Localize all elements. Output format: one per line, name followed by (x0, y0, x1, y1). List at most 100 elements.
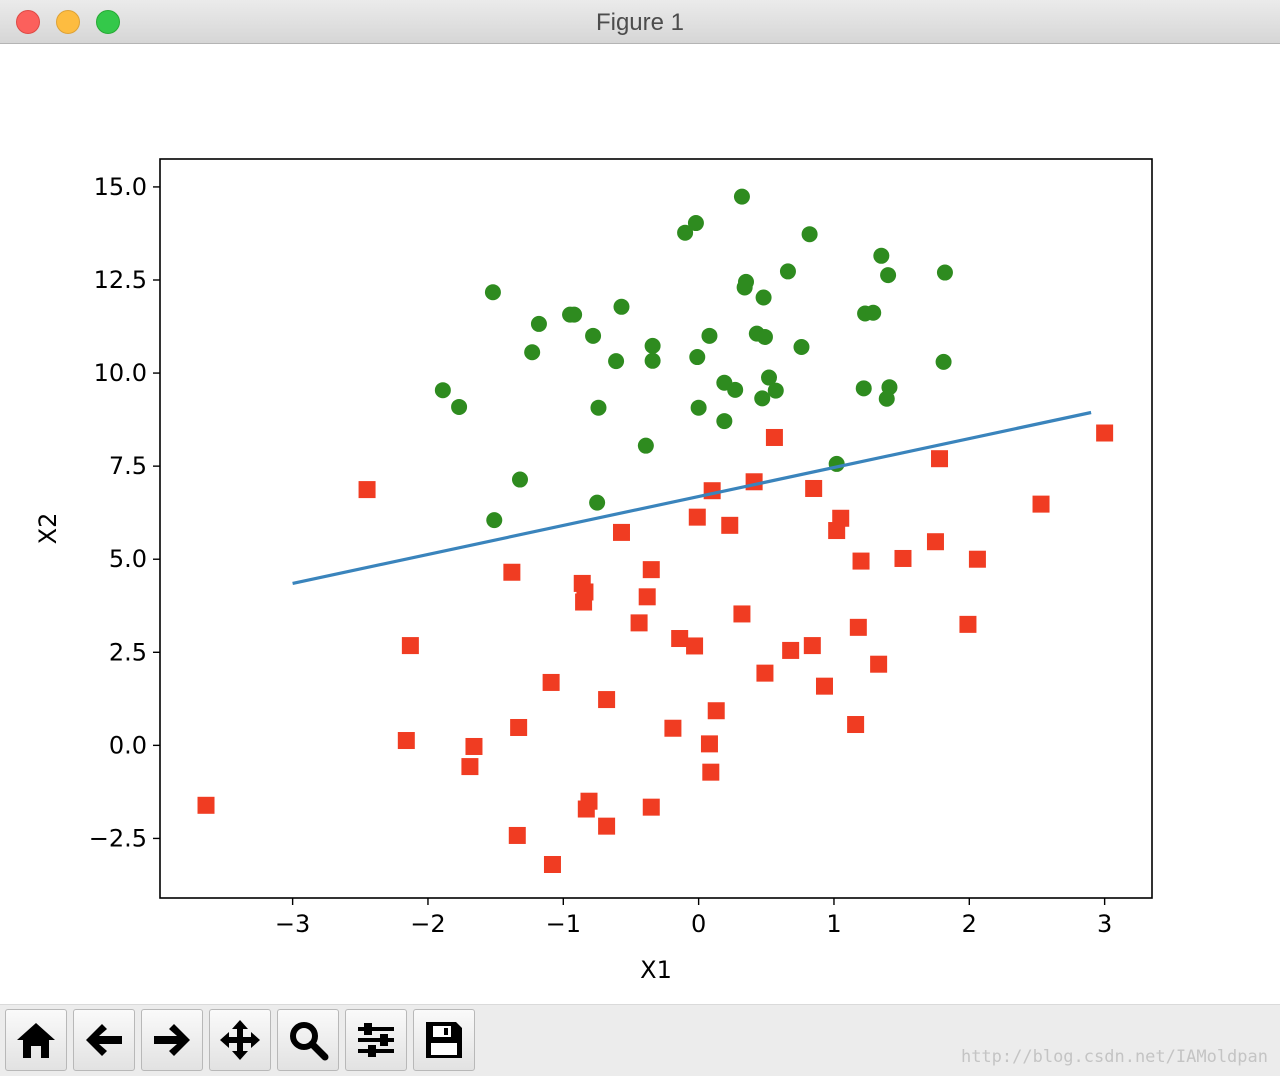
y-axis-label: X2 (34, 513, 62, 545)
red-square-point (968, 550, 986, 568)
red-square-point (465, 737, 483, 755)
red-square-point (849, 618, 867, 636)
red-square-point (782, 641, 800, 659)
pan-button[interactable] (209, 1009, 271, 1071)
forward-button[interactable] (141, 1009, 203, 1071)
red-square-point (612, 523, 630, 541)
red-square-point (598, 691, 616, 709)
red-square-point (847, 716, 865, 734)
red-square-point (756, 664, 774, 682)
green-circle-point (524, 344, 541, 361)
red-square-point (638, 588, 656, 606)
red-square-point (542, 673, 560, 691)
plot-frame (159, 158, 1153, 899)
green-circle-point (701, 327, 718, 344)
home-button[interactable] (5, 1009, 67, 1071)
red-square-point (1032, 495, 1050, 513)
green-circle-point (677, 224, 694, 241)
x-tick-label: 1 (826, 910, 841, 938)
red-square-point (931, 450, 949, 468)
green-circle-point (873, 247, 890, 264)
green-circle-point (761, 369, 778, 386)
green-circle-point (779, 263, 796, 280)
green-circle-point (644, 337, 661, 354)
red-square-point (688, 508, 706, 526)
green-circle-point (767, 382, 784, 399)
y-tick-label: −2.5 (89, 824, 147, 852)
y-tick-label: 12.5 (94, 266, 147, 294)
green-circle-point (736, 279, 753, 296)
subplots-button[interactable] (345, 1009, 407, 1071)
red-square-point (894, 549, 912, 567)
red-square-point (765, 428, 783, 446)
red-square-point (805, 479, 823, 497)
navigation-toolbar: http://blog.csdn.net/IAMoldpan (0, 1004, 1280, 1076)
red-square-point (642, 798, 660, 816)
save-button[interactable] (413, 1009, 475, 1071)
red-square-point (721, 516, 739, 534)
red-square-point (870, 655, 888, 673)
green-circle-point (637, 437, 654, 454)
y-tick-label: 0.0 (109, 731, 147, 759)
red-square-point (401, 637, 419, 655)
x-tick-label: 2 (962, 910, 977, 938)
back-button[interactable] (73, 1009, 135, 1071)
red-square-point (630, 614, 648, 632)
watermark-text: http://blog.csdn.net/IAMoldpan (960, 1047, 1268, 1067)
green-circle-point (793, 339, 810, 356)
move-icon (220, 1020, 260, 1060)
green-circle-point (590, 399, 607, 416)
zoom-button[interactable] (277, 1009, 339, 1071)
figure-canvas: −3 −2 −1 0 1 2 3 −2.5 0.0 2.5 5.0 7.5 10.0 12.5 15.0 X1… (0, 44, 1280, 1004)
y-tick-label: 2.5 (109, 638, 147, 666)
x-tick-label: 3 (1097, 910, 1112, 938)
green-circle-point (855, 380, 872, 397)
green-circle-point (935, 353, 952, 370)
x-axis-label: X1 (640, 956, 672, 984)
red-square-point (508, 826, 526, 844)
red-square-point (664, 719, 682, 737)
minimize-window-button[interactable] (56, 10, 80, 34)
red-square-point (671, 630, 689, 648)
green-circle-point (608, 353, 625, 370)
green-circle-point (589, 494, 606, 511)
red-square-point (503, 563, 521, 581)
maximize-window-button[interactable] (96, 10, 120, 34)
green-circle-point (716, 413, 733, 430)
green-circle-point (689, 349, 706, 366)
green-circle-point (755, 289, 772, 306)
green-circle-point (880, 267, 897, 284)
red-square-point (828, 522, 846, 540)
red-square-point (642, 561, 660, 579)
x-tick-label: −2 (410, 910, 445, 938)
red-square-point (598, 817, 616, 835)
red-square-point (926, 533, 944, 551)
red-square-point (852, 552, 870, 570)
x-tick-label: −3 (275, 910, 310, 938)
decision-boundary-line (292, 410, 1092, 585)
green-circle-point (733, 188, 750, 205)
green-circle-point (511, 471, 528, 488)
green-circle-point (687, 215, 704, 232)
red-square-point (686, 637, 704, 655)
green-circle-point (530, 315, 547, 332)
window-titlebar: Figure 1 (0, 0, 1280, 44)
green-circle-point (756, 328, 773, 345)
y-tick-label: 7.5 (109, 452, 147, 480)
arrow-right-icon (154, 1024, 190, 1056)
y-tick-label: 5.0 (109, 545, 147, 573)
red-square-point (702, 763, 720, 781)
red-square-point (543, 855, 561, 873)
sliders-icon (358, 1023, 394, 1057)
green-circle-point (451, 398, 468, 415)
red-square-point (733, 605, 751, 623)
green-circle-point (585, 327, 602, 344)
red-square-point (803, 637, 821, 655)
floppy-disk-icon (426, 1022, 462, 1058)
green-circle-point (434, 382, 451, 399)
close-window-button[interactable] (16, 10, 40, 34)
green-circle-point (754, 390, 771, 407)
red-square-point (700, 735, 718, 753)
green-circle-point (865, 304, 882, 321)
red-square-point (461, 758, 479, 776)
